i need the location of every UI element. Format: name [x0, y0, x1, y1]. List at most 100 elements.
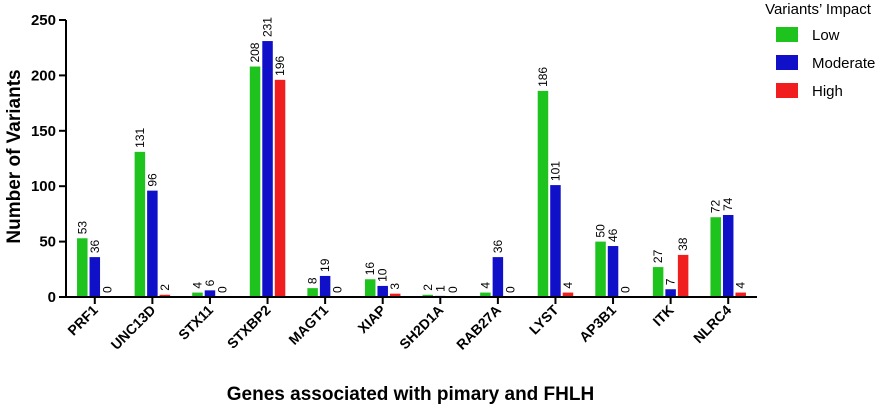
y-tick-label: 100 [31, 178, 56, 195]
bar-low [307, 288, 318, 297]
legend: Variants’ Impact Low Moderate High [765, 1, 875, 100]
bar-group-lyst: 186 101 4 [536, 67, 575, 297]
bar-low [710, 217, 721, 297]
data-label: 231 [261, 17, 275, 37]
bar-low [652, 267, 664, 297]
data-label: 46 [606, 228, 620, 242]
bar-high [389, 293, 401, 297]
y-tick-label: 150 [31, 123, 56, 140]
bar-low [77, 238, 88, 297]
x-tick-label: UNC13D [108, 302, 159, 353]
y-axis-title: Number of Variants [4, 69, 25, 243]
legend-swatch-moderate [776, 55, 798, 70]
data-label: 4 [478, 282, 492, 289]
x-tick-label: NLRC4 [690, 302, 734, 346]
data-label: 0 [619, 286, 633, 293]
data-label: 2 [421, 284, 435, 291]
bar-low [422, 294, 434, 297]
data-label: 0 [100, 286, 114, 293]
y-tick-label: 0 [48, 289, 56, 306]
x-axis-ticks: PRF1 UNC13D STX11 STXBP2 MAGT1 XIAP SH2D1A RAB2… [64, 297, 734, 353]
bar-moderate [147, 190, 158, 297]
bar-low [537, 90, 549, 297]
bar-group-magt1: 8 19 0 [306, 258, 345, 297]
y-axis-ticks: 0 50 100 150 200 250 [31, 12, 66, 306]
x-tick-label: AP3B1 [576, 302, 619, 345]
bar-moderate [665, 289, 676, 297]
x-tick-label: STXBP2 [224, 302, 274, 352]
data-label: 8 [306, 277, 320, 284]
bar-moderate [319, 275, 331, 297]
bar-high [159, 294, 171, 297]
x-tick-label: STX11 [175, 302, 216, 343]
bar-moderate [722, 215, 734, 297]
data-label: 36 [491, 239, 505, 253]
bar-group-rab27a: 4 36 0 [478, 239, 517, 297]
data-label: 186 [536, 67, 550, 87]
bar-low [480, 292, 491, 297]
data-label: 4 [190, 282, 204, 289]
data-label: 196 [273, 55, 287, 75]
bar-high [562, 292, 574, 297]
data-label: 72 [709, 200, 723, 214]
data-label: 96 [145, 173, 159, 187]
data-label: 53 [75, 221, 89, 235]
bar-moderate [377, 285, 388, 297]
x-tick-label: LYST [526, 301, 562, 337]
legend-title: Variants’ Impact [765, 1, 872, 18]
data-label: 1 [433, 285, 447, 292]
data-label: 6 [203, 279, 217, 286]
data-label: 36 [88, 239, 102, 253]
data-label: 19 [318, 258, 332, 272]
x-axis-title: Genes associated with pimary and FHLH [227, 384, 594, 405]
bar-group-prf1: 53 36 0 [75, 221, 114, 297]
data-label: 38 [676, 237, 690, 251]
bar-low [364, 279, 376, 297]
bar-moderate [492, 257, 504, 297]
data-label: 27 [651, 249, 665, 263]
bar-moderate [262, 41, 273, 297]
bar-high [677, 254, 689, 297]
data-label: 0 [331, 286, 345, 293]
bar-group-stx11: 460 [190, 279, 229, 297]
bar-low [134, 151, 146, 297]
bar-group-itk: 27 7 38 [651, 237, 690, 297]
data-label: 16 [363, 262, 377, 276]
legend-swatch-low [776, 27, 798, 42]
data-label: 0 [446, 286, 460, 293]
x-tick-label: XIAP [354, 302, 388, 336]
bar-high [274, 79, 286, 297]
data-label: 0 [215, 286, 229, 293]
bar-high [735, 292, 746, 297]
bar-moderate [204, 290, 216, 297]
data-label: 50 [594, 224, 608, 238]
legend-label-high: High [812, 83, 843, 100]
y-tick-label: 50 [39, 234, 56, 251]
bar-group-stxbp2: 208 231 196 [248, 17, 287, 297]
x-tick-label: PRF1 [64, 302, 101, 339]
legend-swatch-high [776, 83, 798, 98]
data-label: 101 [548, 161, 562, 181]
bar-moderate [89, 257, 101, 297]
bar-low [249, 66, 261, 297]
bar-moderate [550, 185, 561, 297]
bar-low [595, 241, 606, 297]
data-label: 4 [561, 282, 575, 289]
legend-label-moderate: Moderate [812, 55, 875, 72]
data-label: 2 [158, 284, 172, 291]
bar-low [192, 292, 203, 297]
x-tick-label: SH2D1A [396, 302, 446, 352]
legend-label-low: Low [812, 27, 840, 44]
x-tick-label: ITK [649, 302, 676, 329]
data-label: 3 [388, 283, 402, 290]
bar-group-unc13d: 131 96 2 [133, 128, 172, 297]
x-tick-label: RAB27A [453, 302, 504, 353]
y-tick-label: 250 [31, 12, 56, 29]
data-label: 0 [503, 286, 517, 293]
data-label: 131 [133, 128, 147, 148]
bar-moderate [607, 246, 619, 297]
